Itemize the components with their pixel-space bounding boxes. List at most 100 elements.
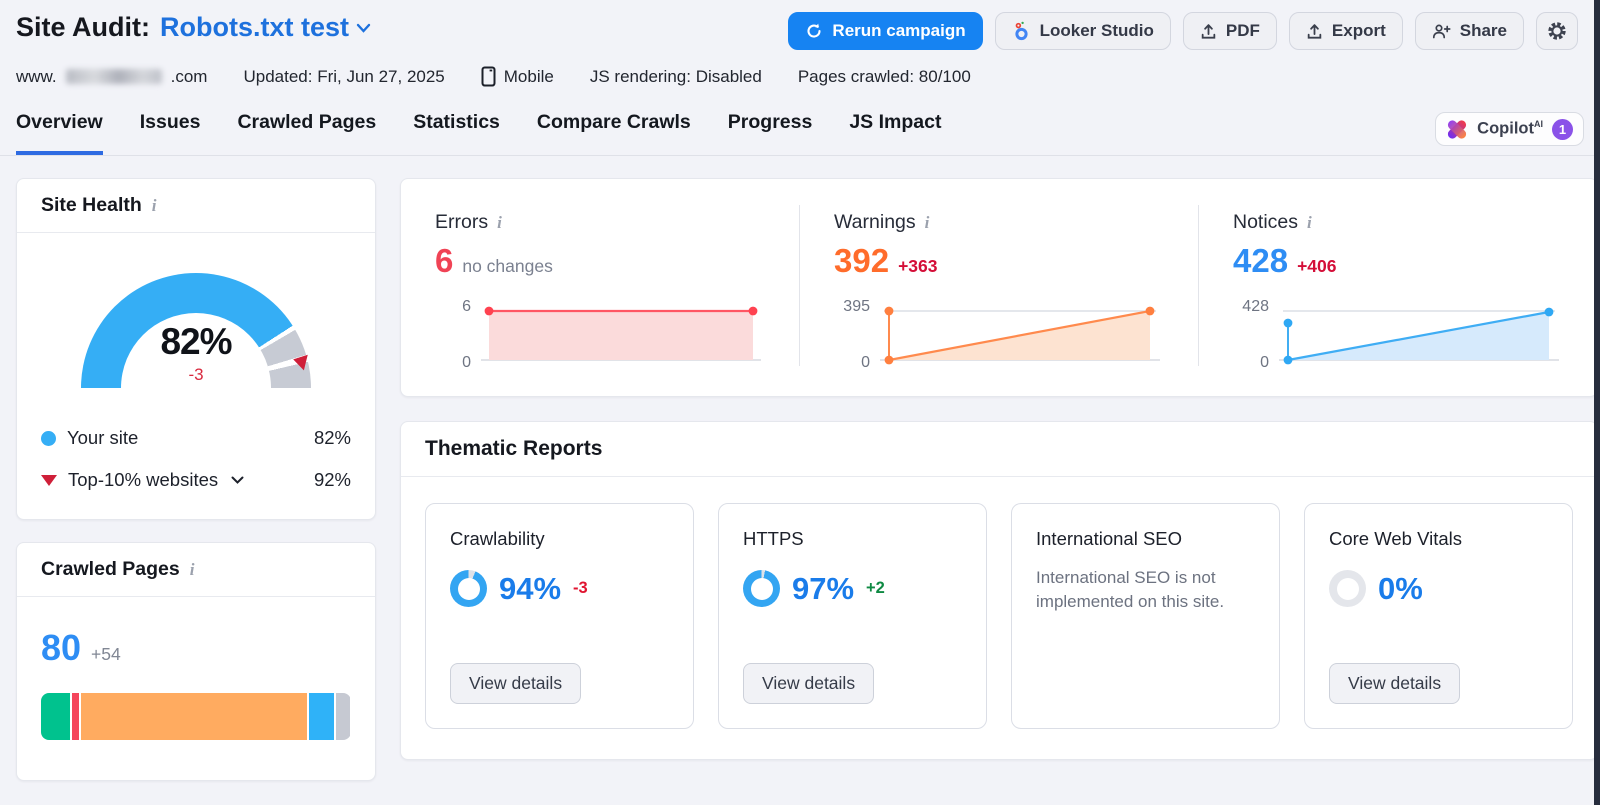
info-icon[interactable]: i [1307, 213, 1312, 232]
issues-overview-card: Errors i 6 no changes 6 0 [400, 178, 1598, 397]
notices-title: Notices [1233, 211, 1299, 233]
legend-top10-websites[interactable]: Top-10% websites 92% [41, 469, 351, 491]
site-health-score: 82% [160, 321, 232, 362]
notices-value: 428 [1233, 242, 1289, 279]
tab-bar: Overview Issues Crawled Pages Statistics… [0, 111, 1600, 156]
info-icon[interactable]: i [924, 213, 930, 232]
crawlability-title: Crawlability [450, 528, 545, 549]
core-web-vitals-card: Core Web Vitals 0% View details [1304, 503, 1573, 729]
crawled-pages-card: Crawled Pages i 80 +54 [16, 542, 376, 781]
settings-button[interactable] [1536, 12, 1578, 50]
bar-segment-redirects [309, 693, 334, 740]
campaign-selector[interactable]: Robots.txt test [160, 12, 371, 43]
chevron-down-icon [356, 23, 371, 33]
page-title-label: Site Audit: [16, 12, 150, 42]
campaign-meta: www. .com Updated: Fri, Jun 27, 2025 Mobi… [0, 50, 1600, 87]
warnings-value: 392 [834, 242, 890, 279]
header-actions: Rerun campaign Looker Studio PDF Export [788, 12, 1578, 50]
errors-value: 6 [435, 242, 454, 279]
crawlability-card: Crawlability 94% -3 View details [425, 503, 694, 729]
tab-overview[interactable]: Overview [16, 111, 103, 155]
pages-crawled: Pages crawled: 80/100 [797, 66, 971, 86]
crawled-pages-value: 80 [41, 627, 82, 668]
errors-panel: Errors i 6 no changes 6 0 [401, 205, 799, 371]
bar-segment-broken [71, 693, 79, 740]
tab-statistics[interactable]: Statistics [413, 111, 500, 133]
bar-segment-healthy [41, 693, 70, 740]
updated-date: Updated: Fri, Jun 27, 2025 [243, 66, 445, 86]
gear-icon [1548, 22, 1566, 40]
notices-delta: +406 [1297, 256, 1337, 276]
international-seo-title: International SEO [1036, 528, 1183, 549]
mobile-icon [481, 66, 496, 87]
thematic-reports-card: Thematic Reports Crawlability 94% -3 Vie… [400, 421, 1598, 760]
warnings-panel: Warnings i 392 +363 395 0 [799, 205, 1198, 371]
tab-issues[interactable]: Issues [139, 111, 201, 133]
core-web-vitals-donut [1329, 570, 1366, 607]
campaign-name: Robots.txt test [160, 12, 349, 42]
warnings-delta: +363 [898, 256, 938, 276]
notices-chart [1279, 307, 1559, 365]
site-health-gauge: 82% -3 [81, 273, 311, 463]
crawlability-view-details-button[interactable]: View details [450, 663, 582, 704]
window-edge [1594, 0, 1600, 805]
top10-triangle-icon [41, 474, 57, 486]
warnings-title: Warnings [834, 211, 916, 233]
header: Site Audit: Robots.txt test Rerun campai… [0, 0, 1600, 50]
refresh-icon [807, 23, 821, 38]
international-seo-card: International SEO International SEO is n… [1011, 503, 1280, 729]
site-health-delta: -3 [188, 365, 204, 384]
overview-content: Site Health i 82% -3 Your site [0, 156, 1600, 781]
export-button[interactable]: Export [1288, 12, 1403, 50]
warnings-sparkline: 395 0 [834, 298, 1160, 371]
crawled-pages-stacked-bar[interactable] [41, 693, 351, 740]
crawled-pages-delta: +54 [91, 644, 121, 664]
legend-your-site: Your site 82% [41, 427, 351, 449]
site-health-card: Site Health i 82% -3 Your site [16, 178, 376, 520]
notices-sparkline: 428 0 [1233, 298, 1559, 371]
bar-segment-with-issues [80, 693, 308, 740]
core-web-vitals-view-details-button[interactable]: View details [1329, 663, 1461, 704]
tab-progress[interactable]: Progress [727, 111, 813, 133]
page-title: Site Audit: Robots.txt test [16, 12, 371, 43]
copilot-button[interactable]: CopilotAI 1 [1435, 112, 1584, 146]
https-card: HTTPS 97% +2 View details [718, 503, 987, 729]
international-seo-message: International SEO is not implemented on … [1036, 568, 1225, 612]
upload-icon [1201, 23, 1216, 39]
core-web-vitals-title: Core Web Vitals [1329, 528, 1462, 549]
crawlability-value: 94% [499, 570, 562, 606]
crawlability-donut [450, 570, 487, 607]
copilot-icon [1446, 118, 1469, 141]
errors-chart [481, 306, 761, 361]
your-site-dot-icon [41, 430, 56, 446]
share-user-icon [1432, 24, 1451, 38]
info-icon[interactable]: i [497, 213, 502, 232]
domain: www. .com [16, 66, 208, 86]
looker-studio-icon [1015, 21, 1028, 41]
https-delta: +2 [866, 579, 885, 597]
chevron-down-icon [231, 476, 244, 484]
errors-delta: no changes [462, 256, 553, 276]
core-web-vitals-value: 0% [1378, 570, 1423, 606]
tab-js-impact[interactable]: JS Impact [849, 111, 942, 133]
blurred-domain [65, 69, 162, 84]
device-type: Mobile [481, 66, 554, 87]
looker-studio-button[interactable]: Looker Studio [994, 12, 1171, 50]
copilot-label: CopilotAI [1477, 119, 1543, 138]
upload-icon [1307, 23, 1322, 39]
info-icon[interactable]: i [189, 560, 195, 579]
tab-compare-crawls[interactable]: Compare Crawls [536, 111, 691, 133]
copilot-count-badge: 1 [1552, 118, 1573, 140]
pdf-button[interactable]: PDF [1182, 12, 1277, 50]
crawled-pages-title: Crawled Pages [41, 558, 180, 580]
warnings-chart [880, 306, 1160, 365]
info-icon[interactable]: i [151, 196, 157, 215]
rerun-campaign-button[interactable]: Rerun campaign [788, 12, 983, 50]
https-value: 97% [792, 570, 855, 606]
bar-segment-blocked [335, 693, 350, 740]
crawlability-delta: -3 [573, 579, 588, 597]
https-view-details-button[interactable]: View details [743, 663, 875, 704]
thematic-reports-title: Thematic Reports [425, 437, 603, 460]
share-button[interactable]: Share [1414, 12, 1524, 50]
tab-crawled-pages[interactable]: Crawled Pages [237, 111, 377, 133]
